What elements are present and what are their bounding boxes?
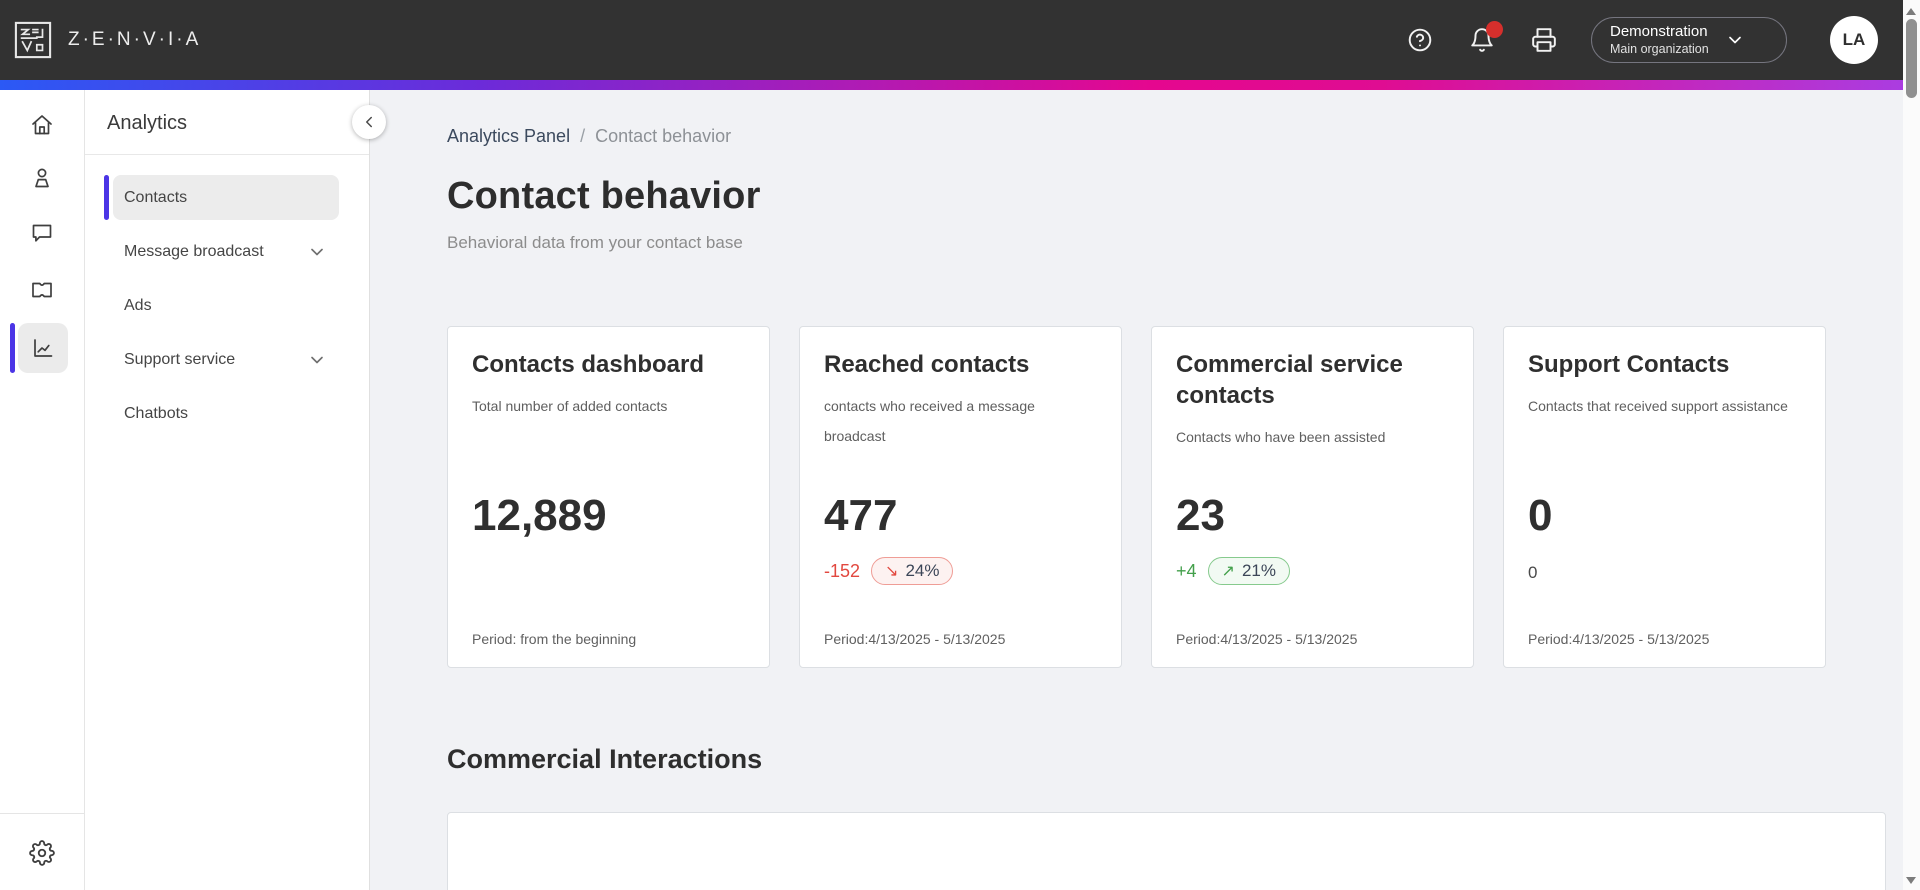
card-period: Period:4/13/2025 - 5/13/2025 (1528, 631, 1710, 647)
vertical-scrollbar[interactable] (1903, 0, 1920, 890)
breadcrumb: Analytics Panel / Contact behavior (447, 126, 1920, 147)
notification-dot (1486, 21, 1503, 38)
sidebar-item-campaigns[interactable] (29, 277, 55, 303)
main-content: Analytics Panel / Contact behavior Conta… (370, 90, 1920, 890)
sidebar-collapse-button[interactable] (352, 105, 386, 139)
org-selector[interactable]: Demonstration Main organization (1591, 17, 1787, 63)
card-title: Support Contacts (1528, 351, 1730, 378)
badge-value: 24% (905, 561, 940, 580)
chevron-down-icon (311, 356, 323, 363)
sidebar-item-chatbots[interactable]: Chatbots (113, 391, 339, 436)
breadcrumb-separator: / (580, 126, 586, 146)
sidebar-item-ads[interactable]: Ads (113, 283, 339, 328)
card-value: 23 (1176, 491, 1225, 540)
stat-card-contacts-dashboard: Contacts dashboard Total number of added… (447, 326, 770, 668)
person-icon (35, 168, 49, 188)
trend-down-icon: ↘ (885, 563, 899, 580)
brand-text: Z·E·N·V·I·A (68, 29, 202, 50)
gear-icon (29, 840, 55, 866)
stat-card-reached-contacts: Reached contacts contacts who received a… (799, 326, 1122, 668)
active-rail-indicator (10, 323, 15, 373)
sidebar-item-support-service[interactable]: Support service (113, 337, 339, 382)
user-avatar[interactable]: LA (1830, 16, 1878, 64)
zenvia-logo-icon (14, 21, 52, 59)
scroll-thumb[interactable] (1906, 19, 1917, 98)
sidebar-item-label: Ads (124, 296, 152, 314)
chevron-down-icon (311, 248, 323, 255)
scroll-down-arrow[interactable] (1906, 877, 1916, 884)
sidebar-item-contacts[interactable] (29, 165, 55, 191)
topbar: Z·E·N·V·I·A Demonstration Main organizat… (0, 0, 1920, 80)
chart-icon (34, 339, 53, 357)
gradient-bar (0, 80, 1920, 90)
ticket-icon (32, 282, 52, 298)
stat-card-support-contacts: Support Contacts Contacts that received … (1503, 326, 1826, 668)
card-title: Reached contacts (824, 351, 1030, 378)
chevron-left-icon (366, 116, 372, 128)
card-delta: +4 (1176, 560, 1197, 581)
card-title: Contacts dashboard (472, 351, 705, 378)
card-delta: -152 (824, 560, 861, 581)
section-title: Commercial Interactions (447, 744, 763, 774)
page-title: Contact behavior (447, 175, 761, 217)
sidebar-item-analytics[interactable] (18, 323, 68, 373)
sidebar-item-home[interactable] (29, 112, 55, 138)
trend-badge: ↘ 24% (871, 557, 954, 585)
printer-icon[interactable] (1531, 27, 1557, 53)
card-period: Period:4/13/2025 - 5/13/2025 (824, 631, 1006, 647)
trend-badge: ↗ 21% (1207, 557, 1290, 585)
card-value: 477 (824, 491, 898, 540)
card-delta-row: +4 ↗ 21% (1176, 557, 1290, 585)
card-description: contacts who received a message broadcas… (824, 398, 1035, 444)
rail-divider (0, 813, 84, 814)
chat-icon (32, 224, 52, 242)
card-description: Contacts who have been assisted (1176, 429, 1386, 446)
sidebar-title: Analytics (107, 112, 188, 134)
sidebar-item-label: Contacts (124, 188, 188, 206)
card-description: Total number of added contacts (472, 398, 668, 415)
card-value: 0 (1528, 491, 1553, 540)
org-name: Demonstration (1610, 22, 1708, 40)
sidebar-divider (85, 154, 369, 155)
trend-up-icon: ↗ (1221, 563, 1235, 580)
sidebar-item-message-broadcast[interactable]: Message broadcast (113, 229, 339, 274)
org-subtitle: Main organization (1610, 41, 1709, 56)
nav-rail (0, 90, 85, 890)
card-sub-value: 0 (1528, 563, 1538, 582)
scroll-up-arrow[interactable] (1906, 8, 1916, 15)
badge-value: 21% (1241, 561, 1276, 580)
breadcrumb-current: Contact behavior (595, 126, 732, 146)
help-icon[interactable] (1407, 27, 1433, 53)
page-subtitle: Behavioral data from your contact base (447, 233, 743, 252)
stat-cards-row: Contacts dashboard Total number of added… (447, 326, 1920, 668)
card-title: Commercial service contacts (1176, 351, 1403, 410)
sidebar-item-label: Chatbots (124, 404, 189, 422)
sidebar-item-label: Message broadcast (124, 242, 264, 260)
analytics-sidebar: Analytics Contacts Message broadcast Ads… (85, 90, 386, 890)
chevron-down-icon (1728, 36, 1741, 44)
breadcrumb-link[interactable]: Analytics Panel (447, 126, 571, 146)
sidebar-item-conversations[interactable] (29, 220, 55, 246)
commercial-interactions-panel (447, 812, 1886, 890)
home-icon (32, 115, 52, 135)
card-period: Period:4/13/2025 - 5/13/2025 (1176, 631, 1358, 647)
card-period: Period: from the beginning (472, 631, 637, 647)
settings-button[interactable] (29, 840, 55, 866)
card-delta-row: -152 ↘ 24% (824, 557, 954, 585)
card-value: 12,889 (472, 491, 607, 540)
stat-card-commercial-service: Commercial service contacts Contacts who… (1151, 326, 1474, 668)
sidebar-item-label: Support service (124, 350, 236, 368)
notifications-bell-icon[interactable] (1469, 21, 1503, 53)
card-description: Contacts that received support assistanc… (1528, 398, 1788, 415)
sidebar-item-contacts-analytics[interactable]: Contacts (104, 175, 339, 220)
